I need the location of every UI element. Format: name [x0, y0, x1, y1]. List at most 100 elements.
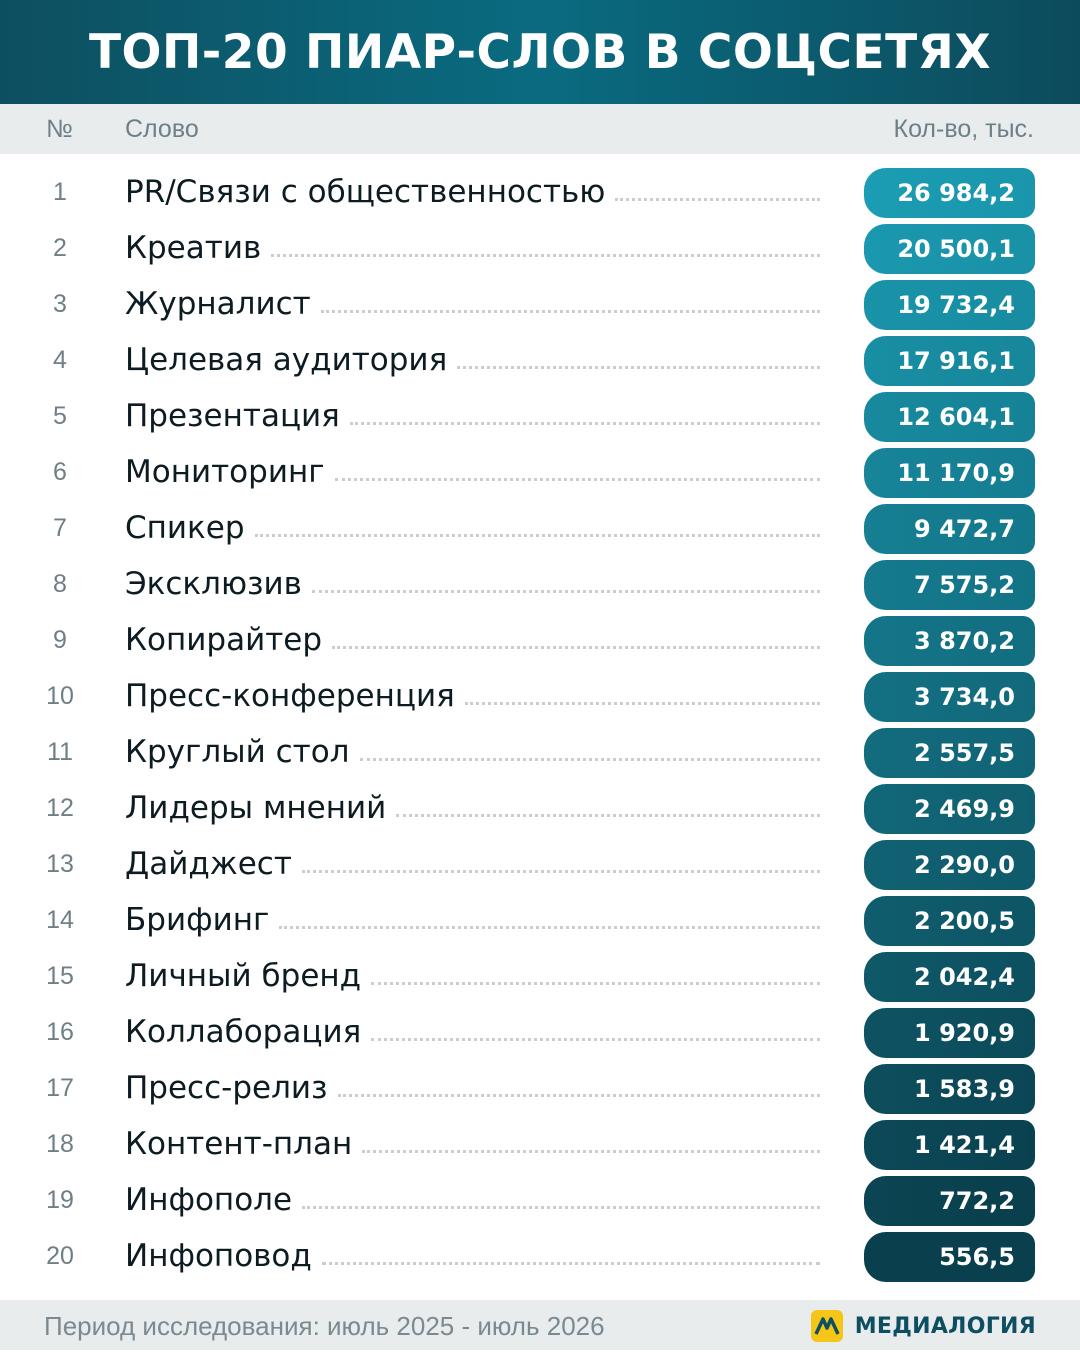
row-word: Эксклюзив [125, 566, 302, 602]
row-word: Креатив [125, 230, 262, 266]
row-rank: 8 [53, 570, 67, 598]
row-rank: 15 [46, 962, 74, 990]
page-title: ТОП-20 ПИАР-СЛОВ В СОЦСЕТЯХ [88, 24, 992, 80]
value-pill: 2 200,5 [864, 896, 1035, 946]
row-rank: 11 [47, 738, 73, 766]
dotted-leader [359, 757, 820, 761]
row-rank: 17 [46, 1074, 74, 1102]
table-row: 5 Презентация 12 604,1 [0, 388, 1080, 444]
table-row: 8 Эксклюзив 7 575,2 [0, 556, 1080, 612]
medialogia-logo-icon [810, 1310, 843, 1342]
row-rank: 18 [46, 1130, 74, 1158]
table-row: 16 Коллаборация 1 920,9 [0, 1004, 1080, 1060]
row-rank: 19 [46, 1186, 74, 1214]
value-pill: 2 557,5 [864, 728, 1035, 778]
dotted-leader [464, 701, 820, 705]
row-word-cell: Инфополе [125, 1172, 820, 1228]
dotted-leader [334, 477, 820, 481]
row-rank: 14 [46, 906, 74, 934]
table-row: 7 Спикер 9 472,7 [0, 500, 1080, 556]
research-period: Период исследования: июль 2025 - июль 20… [44, 1311, 605, 1341]
dotted-leader [371, 1037, 820, 1041]
row-word-cell: Эксклюзив [125, 556, 820, 612]
row-word-cell: Целевая аудитория [125, 332, 820, 388]
value-pill: 7 575,2 [864, 560, 1035, 610]
dotted-leader [457, 365, 820, 369]
row-word: Брифинг [125, 902, 270, 938]
row-word: Инфополе [125, 1182, 293, 1218]
column-header-word: Слово [125, 115, 199, 143]
row-word-cell: Брифинг [125, 892, 820, 948]
row-word-cell: Журналист [125, 276, 820, 332]
row-word: Копирайтер [125, 622, 323, 658]
row-rank: 16 [46, 1018, 74, 1046]
row-word-cell: Спикер [125, 500, 820, 556]
row-rank: 9 [53, 626, 67, 654]
dotted-leader [362, 1149, 820, 1153]
value-pill: 772,2 [864, 1176, 1035, 1226]
table-row: 17 Пресс-релиз 1 583,9 [0, 1060, 1080, 1116]
value-pill: 11 170,9 [864, 448, 1035, 498]
dotted-leader [271, 253, 820, 257]
row-word: Спикер [125, 510, 245, 546]
footer-bar: Период исследования: июль 2025 - июль 20… [0, 1300, 1080, 1350]
row-word-cell: Лидеры мнений [125, 780, 820, 836]
row-word: Инфоповод [125, 1238, 312, 1274]
dotted-leader [320, 309, 820, 313]
value-pill: 556,5 [864, 1232, 1035, 1282]
brand-name: МЕДИАЛОГИЯ [854, 1313, 1036, 1339]
column-header-row: № Слово Кол-во, тыс. [0, 104, 1080, 154]
dotted-leader [311, 589, 820, 593]
brand-logo: МЕДИАЛОГИЯ [810, 1309, 1036, 1343]
value-pill: 2 290,0 [864, 840, 1035, 890]
table-row: 3 Журналист 19 732,4 [0, 276, 1080, 332]
value-pill: 26 984,2 [864, 168, 1035, 218]
table-row: 1 PR/Связи с общественностью 26 984,2 [0, 164, 1080, 220]
row-rank: 4 [53, 346, 67, 374]
value-pill: 3 870,2 [864, 616, 1035, 666]
dotted-leader [396, 813, 820, 817]
value-pill: 3 734,0 [864, 672, 1035, 722]
table-row: 20 Инфоповод 556,5 [0, 1228, 1080, 1284]
row-word-cell: Коллаборация [125, 1004, 820, 1060]
row-word-cell: Презентация [125, 388, 820, 444]
column-header-number: № [46, 115, 73, 143]
row-word: Мониторинг [125, 454, 325, 490]
table-row: 4 Целевая аудитория 17 916,1 [0, 332, 1080, 388]
row-word: Круглый стол [125, 734, 350, 770]
row-word-cell: Личный бренд [125, 948, 820, 1004]
row-word-cell: Копирайтер [125, 612, 820, 668]
value-pill: 20 500,1 [864, 224, 1035, 274]
row-rank: 2 [53, 234, 67, 262]
dotted-leader [301, 869, 820, 873]
table-row: 2 Креатив 20 500,1 [0, 220, 1080, 276]
table-row: 18 Контент-план 1 421,4 [0, 1116, 1080, 1172]
row-rank: 7 [53, 514, 67, 542]
row-rank: 12 [46, 794, 74, 822]
row-word: Журналист [125, 286, 311, 322]
value-pill: 1 583,9 [864, 1064, 1035, 1114]
table-row: 19 Инфополе 772,2 [0, 1172, 1080, 1228]
row-rank: 6 [53, 458, 67, 486]
row-word: PR/Связи с общественностью [125, 174, 606, 210]
row-word: Дайджест [125, 846, 292, 882]
dotted-leader [279, 925, 820, 929]
table-row: 14 Брифинг 2 200,5 [0, 892, 1080, 948]
table-row: 15 Личный бренд 2 042,4 [0, 948, 1080, 1004]
dotted-leader [349, 421, 820, 425]
dotted-leader [615, 197, 820, 201]
row-word: Лидеры мнений [125, 790, 387, 826]
row-word-cell: Круглый стол [125, 724, 820, 780]
column-header-value: Кол-во, тыс. [893, 115, 1035, 143]
dotted-leader [302, 1205, 820, 1209]
value-pill: 2 042,4 [864, 952, 1035, 1002]
value-pill: 12 604,1 [864, 392, 1035, 442]
row-word: Пресс-конференция [125, 678, 455, 714]
row-word: Коллаборация [125, 1014, 362, 1050]
dotted-leader [321, 1261, 820, 1265]
row-rank: 5 [53, 402, 67, 430]
table-row: 6 Мониторинг 11 170,9 [0, 444, 1080, 500]
row-word-cell: Пресс-релиз [125, 1060, 820, 1116]
row-word-cell: Контент-план [125, 1116, 820, 1172]
value-pill: 2 469,9 [864, 784, 1035, 834]
